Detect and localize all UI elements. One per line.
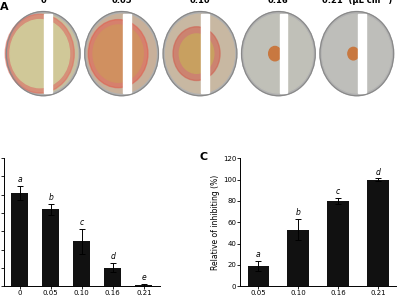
Text: c: c: [80, 218, 84, 227]
Text: 0: 0: [40, 0, 46, 5]
FancyBboxPatch shape: [44, 14, 52, 93]
Text: d: d: [110, 253, 115, 261]
Y-axis label: Relative of inhibiting (%): Relative of inhibiting (%): [211, 175, 220, 270]
Bar: [104, 268, 122, 286]
Text: b: b: [48, 193, 53, 202]
Text: d: d: [376, 168, 380, 177]
Circle shape: [93, 25, 143, 82]
Bar: [248, 266, 270, 286]
Text: 0.21  (μL cm⁻³): 0.21 (μL cm⁻³): [322, 0, 392, 5]
Text: c: c: [336, 187, 340, 196]
Text: C: C: [200, 152, 208, 162]
Circle shape: [269, 47, 281, 61]
Bar: [73, 241, 90, 286]
Bar: [11, 193, 28, 286]
Circle shape: [6, 12, 80, 96]
FancyBboxPatch shape: [123, 14, 131, 93]
Bar: [135, 285, 152, 286]
Circle shape: [88, 19, 148, 88]
Circle shape: [166, 14, 234, 93]
Text: a: a: [256, 250, 261, 259]
Text: 0.16: 0.16: [268, 0, 289, 5]
Text: 0.05: 0.05: [111, 0, 132, 5]
Text: a: a: [17, 175, 22, 184]
Circle shape: [348, 47, 359, 60]
Circle shape: [244, 14, 313, 93]
Circle shape: [320, 12, 394, 96]
FancyBboxPatch shape: [358, 14, 366, 93]
Circle shape: [322, 14, 391, 93]
Bar: [287, 230, 309, 286]
Bar: [327, 201, 349, 286]
FancyBboxPatch shape: [201, 14, 209, 93]
FancyBboxPatch shape: [280, 14, 288, 93]
Text: 0.10: 0.10: [190, 0, 210, 5]
Circle shape: [242, 12, 315, 96]
Circle shape: [85, 12, 158, 96]
Circle shape: [5, 14, 74, 93]
Circle shape: [9, 14, 78, 93]
Circle shape: [10, 19, 70, 88]
Circle shape: [87, 14, 156, 93]
Text: e: e: [142, 273, 146, 283]
Text: b: b: [296, 208, 301, 217]
Bar: [367, 180, 389, 286]
Circle shape: [163, 12, 237, 96]
Circle shape: [173, 27, 220, 81]
Bar: [42, 209, 59, 286]
Circle shape: [179, 34, 214, 73]
Text: A: A: [0, 2, 9, 12]
